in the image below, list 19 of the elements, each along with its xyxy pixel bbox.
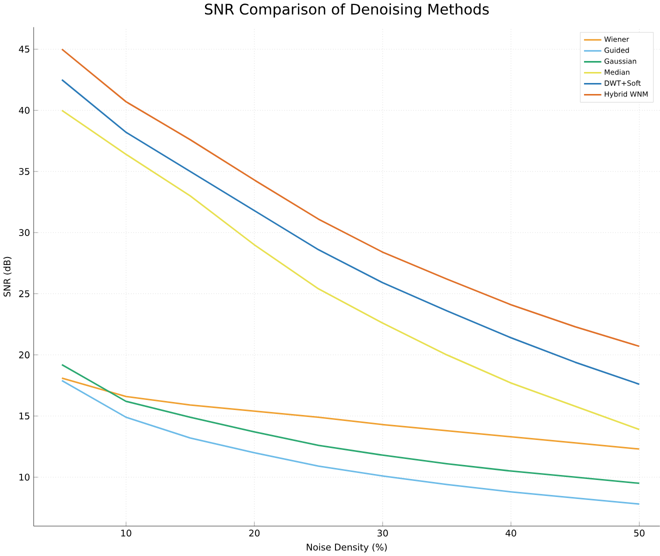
x-tick-label: 30 (378, 530, 388, 537)
line-series (61, 380, 640, 505)
line-series (61, 364, 640, 484)
y-tick-label: 15 (19, 412, 30, 420)
x-tick-label: 20 (249, 530, 260, 537)
x-axis-title: Noise Density (%) (306, 544, 387, 552)
y-tick-label: 40 (18, 106, 30, 114)
x-tick-label: 40 (506, 530, 516, 537)
y-tick-label: 25 (19, 290, 30, 298)
y-tick-label: 20 (19, 352, 30, 358)
y-tick-label: 35 (19, 168, 30, 176)
y-axis-title: SNR (dB) (3, 257, 12, 297)
line-series (61, 110, 640, 430)
y-tick-label: 30 (19, 229, 30, 236)
x-tick-label: 10 (121, 530, 132, 537)
chart-title: SNR Comparison of Denoising Methods (204, 4, 489, 18)
y-tick-label: 45 (18, 46, 30, 53)
x-tick-label: 50 (634, 530, 644, 537)
y-tick-label: 10 (19, 474, 30, 481)
